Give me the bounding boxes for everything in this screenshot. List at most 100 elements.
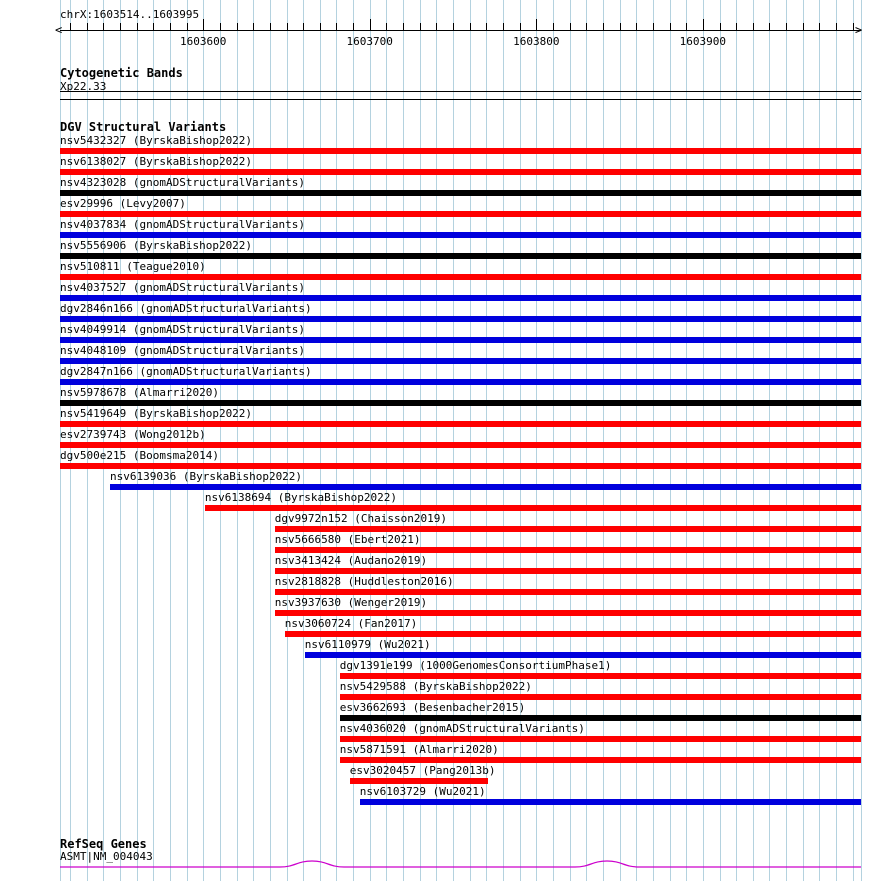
variant-label: nsv4037834 (gnomADStructuralVariants) bbox=[60, 218, 306, 231]
gridline bbox=[153, 0, 155, 881]
variant-row: nsv3413424 (Audano2019) bbox=[0, 555, 890, 575]
ruler-tick-label: 1603900 bbox=[679, 35, 726, 48]
gridline bbox=[253, 0, 255, 881]
ruler-minor-tick bbox=[736, 23, 738, 30]
variant-label: dgv2846n166 (gnomADStructuralVariants) bbox=[60, 302, 312, 315]
variant-label: nsv2818828 (Huddleston2016) bbox=[274, 575, 454, 588]
variant-bar[interactable] bbox=[60, 379, 861, 385]
variant-label: nsv6110979 (Wu2021) bbox=[304, 638, 431, 651]
variant-bar[interactable] bbox=[339, 715, 861, 721]
ruler-line bbox=[60, 30, 861, 31]
gridline bbox=[536, 0, 538, 881]
gridline bbox=[219, 0, 221, 881]
variant-bar[interactable] bbox=[60, 169, 861, 175]
gridline bbox=[186, 0, 188, 881]
variant-label: nsv3937630 (Wenger2019) bbox=[274, 596, 428, 609]
ruler-minor-tick bbox=[453, 23, 454, 30]
gridline bbox=[686, 0, 688, 881]
variant-row: nsv6110979 (Wu2021) bbox=[0, 639, 890, 659]
ruler-major-tick bbox=[203, 19, 205, 30]
gridline bbox=[436, 0, 438, 881]
gridline bbox=[419, 0, 421, 881]
variant-row: esv3662693 (Besenbacher2015) bbox=[0, 702, 890, 722]
variant-row: nsv6138027 (ByrskaBishop2022) bbox=[0, 156, 890, 176]
variant-bar[interactable] bbox=[60, 274, 861, 280]
variant-bar[interactable] bbox=[339, 757, 861, 763]
variant-label: nsv5978678 (Almarri2020) bbox=[60, 386, 219, 399]
variant-label: nsv3060724 (Fan2017) bbox=[284, 617, 418, 630]
variant-bar[interactable] bbox=[60, 211, 861, 217]
variant-bar[interactable] bbox=[304, 652, 861, 658]
variant-row: nsv4048109 (gnomADStructuralVariants) bbox=[0, 345, 890, 365]
ruler-minor-tick bbox=[269, 23, 271, 30]
variant-bar[interactable] bbox=[349, 778, 488, 784]
variant-row: nsv4049914 (gnomADStructuralVariants) bbox=[0, 324, 890, 344]
variant-row: nsv6139036 (ByrskaBishop2022) bbox=[0, 471, 890, 491]
variant-bar[interactable] bbox=[60, 316, 861, 322]
ruler-minor-tick bbox=[619, 23, 621, 30]
gridline bbox=[369, 0, 371, 881]
gridline bbox=[303, 0, 305, 881]
variant-row: nsv5871591 (Almarri2020) bbox=[0, 744, 890, 764]
ruler-minor-tick bbox=[286, 23, 288, 30]
variant-bar[interactable] bbox=[339, 673, 861, 679]
variant-bar[interactable] bbox=[359, 799, 861, 805]
variant-row: nsv3937630 (Wenger2019) bbox=[0, 597, 890, 617]
ruler-tick-label: 1603600 bbox=[180, 35, 227, 48]
variant-row: nsv5556906 (ByrskaBishop2022) bbox=[0, 240, 890, 260]
variant-bar[interactable] bbox=[60, 421, 861, 427]
variant-bar[interactable] bbox=[60, 463, 861, 469]
gridline bbox=[602, 0, 604, 881]
variant-row: nsv5419649 (ByrskaBishop2022) bbox=[0, 408, 890, 428]
ruler-minor-tick bbox=[503, 23, 504, 30]
variant-bar[interactable] bbox=[60, 442, 861, 448]
variant-bar[interactable] bbox=[274, 610, 861, 616]
variant-bar[interactable] bbox=[60, 190, 861, 196]
ruler-minor-tick bbox=[386, 23, 388, 30]
gridline bbox=[286, 0, 288, 881]
variant-row: nsv4036020 (gnomADStructuralVariants) bbox=[0, 723, 890, 743]
variant-bar[interactable] bbox=[60, 232, 861, 238]
ruler-minor-tick bbox=[669, 23, 671, 30]
ruler-minor-tick bbox=[769, 23, 771, 30]
variant-row: dgv500e215 (Boomsma2014) bbox=[0, 450, 890, 470]
ruler-minor-tick bbox=[169, 23, 171, 30]
gridline bbox=[469, 0, 471, 881]
variant-row: nsv5666580 (Ebert2021) bbox=[0, 534, 890, 554]
gridline bbox=[669, 0, 671, 881]
variant-label: nsv5556906 (ByrskaBishop2022) bbox=[60, 239, 253, 252]
variant-bar[interactable] bbox=[274, 568, 861, 574]
gridline bbox=[486, 0, 488, 881]
gridline bbox=[752, 0, 754, 881]
ruler-minor-tick bbox=[819, 23, 821, 30]
ruler-minor-tick bbox=[403, 23, 404, 30]
variant-bar[interactable] bbox=[274, 526, 861, 532]
variant-bar[interactable] bbox=[339, 694, 861, 700]
variant-label: nsv5419649 (ByrskaBishop2022) bbox=[60, 407, 253, 420]
variant-bar[interactable] bbox=[60, 253, 861, 259]
ruler-minor-tick bbox=[852, 23, 854, 30]
variant-label: dgv2847n166 (gnomADStructuralVariants) bbox=[60, 365, 312, 378]
ruler-minor-tick bbox=[836, 23, 837, 30]
gridline bbox=[353, 0, 355, 881]
variant-bar[interactable] bbox=[60, 337, 861, 343]
variant-bar[interactable] bbox=[284, 631, 861, 637]
gridline bbox=[719, 0, 721, 881]
variant-row: nsv4323028 (gnomADStructuralVariants) bbox=[0, 177, 890, 197]
variant-bar[interactable] bbox=[60, 295, 861, 301]
variant-bar[interactable] bbox=[60, 358, 861, 364]
gridline bbox=[702, 0, 704, 881]
refseq-gene-glyph[interactable] bbox=[60, 856, 861, 872]
gridline bbox=[736, 0, 738, 881]
variant-bar[interactable] bbox=[339, 736, 861, 742]
variant-label: nsv4323028 (gnomADStructuralVariants) bbox=[60, 176, 306, 189]
ruler-minor-tick bbox=[469, 23, 471, 30]
ruler-minor-tick bbox=[319, 23, 321, 30]
variant-bar[interactable] bbox=[204, 505, 861, 511]
variant-bar[interactable] bbox=[60, 400, 861, 406]
variant-bar[interactable] bbox=[274, 547, 861, 553]
variant-bar[interactable] bbox=[60, 148, 861, 154]
variant-label: nsv4036020 (gnomADStructuralVariants) bbox=[339, 722, 585, 735]
variant-bar[interactable] bbox=[110, 484, 861, 490]
variant-bar[interactable] bbox=[274, 589, 861, 595]
